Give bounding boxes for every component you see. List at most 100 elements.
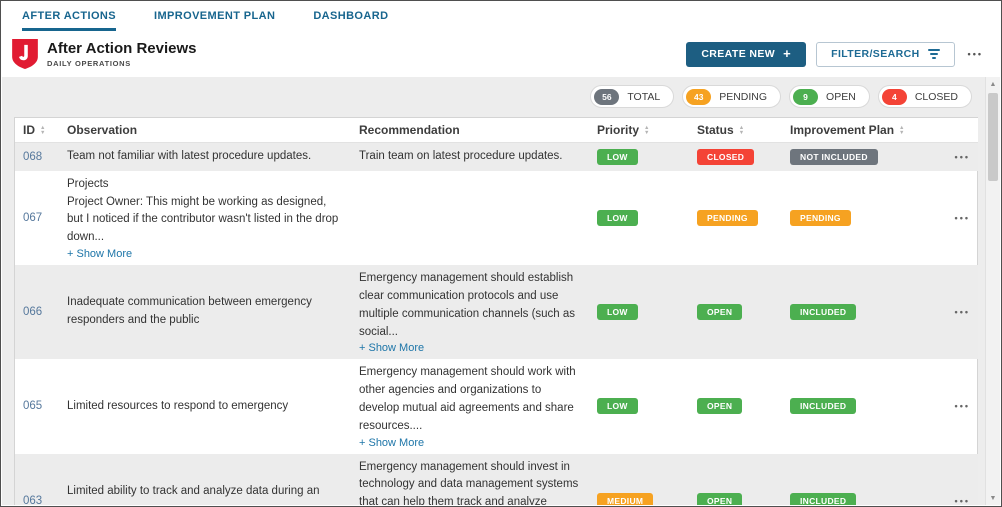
table-row-065: 065 Limited resources to respond to emer… (15, 359, 978, 453)
priority-cell: LOW (589, 171, 689, 265)
pending-label: PENDING (719, 90, 768, 103)
priority-badge: LOW (597, 209, 638, 226)
column-header-recommendation: Recommendation (351, 118, 589, 143)
priority-badge: LOW (597, 398, 638, 415)
column-header-id[interactable]: ID ▲ ▼ (15, 118, 59, 143)
total-filter-pill[interactable]: 56 TOTAL (590, 85, 675, 108)
observation-cell: Team not familiar with latest procedure … (59, 143, 351, 171)
pending-count-badge: 43 (686, 88, 712, 105)
status-cell: CLOSED (689, 143, 782, 171)
pending-filter-pill[interactable]: 43 PENDING (682, 85, 782, 108)
observation-text: Limited resources to respond to emergenc… (67, 399, 289, 412)
improvement-plan-badge: NOT INCLUDED (790, 148, 878, 165)
status-cell: OPEN (689, 265, 782, 359)
filter-funnel-icon (927, 49, 940, 59)
recommendation-cell (351, 171, 589, 265)
open-label: OPEN (826, 90, 856, 103)
priority-cell: LOW (589, 143, 689, 171)
total-label: TOTAL (627, 90, 661, 103)
plus-icon: + (783, 46, 792, 61)
app-header: After Action Reviews DAILY OPERATIONS CR… (1, 31, 1001, 77)
priority-badge: MEDIUM (597, 492, 654, 505)
column-header-improvement-plan[interactable]: Improvement Plan ▲ ▼ (782, 118, 938, 143)
row-actions-button[interactable]: ••• (954, 151, 970, 162)
row-id-link[interactable]: 067 (23, 211, 43, 224)
table-row-063: 063 Limited ability to track and analyze… (15, 453, 978, 505)
row-actions-button[interactable]: ••• (954, 401, 970, 412)
priority-badge: LOW (597, 148, 638, 165)
improvement-plan-badge: INCLUDED (790, 398, 857, 415)
summary-badge-row: 56 TOTAL 43 PENDING 9 OPEN 4 CLOSED (2, 77, 1000, 116)
scroll-down-arrow-icon[interactable]: ▼ (989, 494, 997, 502)
observation-cell: Limited resources to respond to emergenc… (59, 359, 351, 453)
content-area: 56 TOTAL 43 PENDING 9 OPEN 4 CLOSED ID ▲ ▼… (2, 77, 1000, 505)
priority-cell: MEDIUM (589, 454, 689, 505)
sort-icon: ▲ ▼ (40, 125, 46, 136)
show-more-link[interactable]: + Show More (67, 248, 133, 261)
title-block: After Action Reviews DAILY OPERATIONS (47, 40, 196, 68)
status-badge: OPEN (697, 492, 743, 505)
recommendation-text: Train team on latest procedure updates. (359, 150, 563, 162)
improvement-plan-cell: INCLUDED (782, 265, 938, 359)
column-header-priority[interactable]: Priority ▲ ▼ (589, 118, 689, 143)
improvement-plan-badge: PENDING (790, 209, 851, 226)
row-id-link[interactable]: 065 (23, 400, 43, 413)
improvement-plan-badge: INCLUDED (790, 304, 857, 321)
open-filter-pill[interactable]: 9 OPEN (789, 85, 870, 108)
page-title: After Action Reviews (47, 40, 197, 57)
table-row-066: 066 Inadequate communication between eme… (15, 265, 978, 360)
recommendation-text: Emergency management should establish cl… (359, 272, 576, 338)
filter-search-button[interactable]: FILTER/SEARCH (816, 41, 955, 67)
row-id-link[interactable]: 066 (23, 306, 43, 319)
observation-text: Projects Project Owner: This might be wo… (67, 177, 339, 244)
status-cell: PENDING (689, 171, 782, 265)
open-count-badge: 9 (793, 88, 819, 105)
closed-filter-pill[interactable]: 4 CLOSED (877, 85, 972, 108)
status-badge: OPEN (697, 304, 743, 321)
tab-dashboard[interactable]: DASHBOARD (313, 10, 389, 22)
show-more-link[interactable]: + Show More (359, 436, 425, 449)
row-actions-button[interactable]: ••• (954, 307, 970, 318)
vertical-scrollbar[interactable]: ▲ ▼ (985, 77, 1000, 505)
create-new-label: CREATE NEW (701, 48, 776, 60)
row-actions-button[interactable]: ••• (954, 212, 970, 223)
row-actions-button[interactable]: ••• (954, 495, 970, 505)
closed-count-badge: 4 (881, 88, 907, 105)
status-cell: OPEN (689, 359, 782, 453)
observation-cell: Inadequate communication between emergen… (59, 265, 351, 359)
scroll-up-arrow-icon[interactable]: ▲ (989, 80, 997, 88)
priority-badge: LOW (597, 304, 638, 321)
tab-after-actions[interactable]: AFTER ACTIONS (22, 1, 117, 31)
table-row-067: 067 Projects Project Owner: This might b… (15, 171, 978, 265)
observation-text: Team not familiar with latest procedure … (67, 150, 312, 162)
status-cell: OPEN (689, 454, 782, 505)
tab-improvement-plan[interactable]: IMPROVEMENT PLAN (154, 10, 276, 22)
reviews-table-container: ID ▲ ▼ Observation Recommendation Priority… (14, 117, 978, 505)
improvement-plan-cell: INCLUDED (782, 359, 938, 453)
row-id-link[interactable]: 063 (23, 494, 43, 505)
header-more-menu-button[interactable]: ••• (967, 49, 983, 59)
sort-icon: ▲ ▼ (644, 125, 650, 136)
recommendation-cell: Emergency management should invest in te… (351, 454, 589, 505)
row-id-link[interactable]: 068 (23, 150, 43, 163)
observation-cell: Projects Project Owner: This might be wo… (59, 171, 351, 265)
recommendation-cell: Train team on latest procedure updates. (351, 143, 589, 171)
recommendation-text: Emergency management should work with ot… (359, 366, 576, 432)
closed-label: CLOSED (914, 90, 958, 103)
column-header-status[interactable]: Status ▲ ▼ (689, 118, 782, 143)
total-count-badge: 56 (594, 88, 620, 105)
filter-search-label: FILTER/SEARCH (831, 48, 920, 60)
status-badge: OPEN (697, 398, 743, 415)
observation-cell: Limited ability to track and analyze dat… (59, 454, 351, 505)
scrollbar-thumb[interactable] (988, 93, 998, 181)
create-new-button[interactable]: CREATE NEW + (686, 41, 807, 67)
improvement-plan-badge: INCLUDED (790, 492, 857, 505)
page-subtitle: DAILY OPERATIONS (47, 59, 131, 68)
improvement-plan-cell: NOT INCLUDED (782, 143, 938, 171)
status-badge: PENDING (697, 209, 758, 226)
observation-text: Inadequate communication between emergen… (67, 296, 312, 327)
show-more-link[interactable]: + Show More (359, 342, 425, 355)
table-header-row: ID ▲ ▼ Observation Recommendation Priority… (15, 118, 978, 143)
recommendation-cell: Emergency management should work with ot… (351, 359, 589, 453)
